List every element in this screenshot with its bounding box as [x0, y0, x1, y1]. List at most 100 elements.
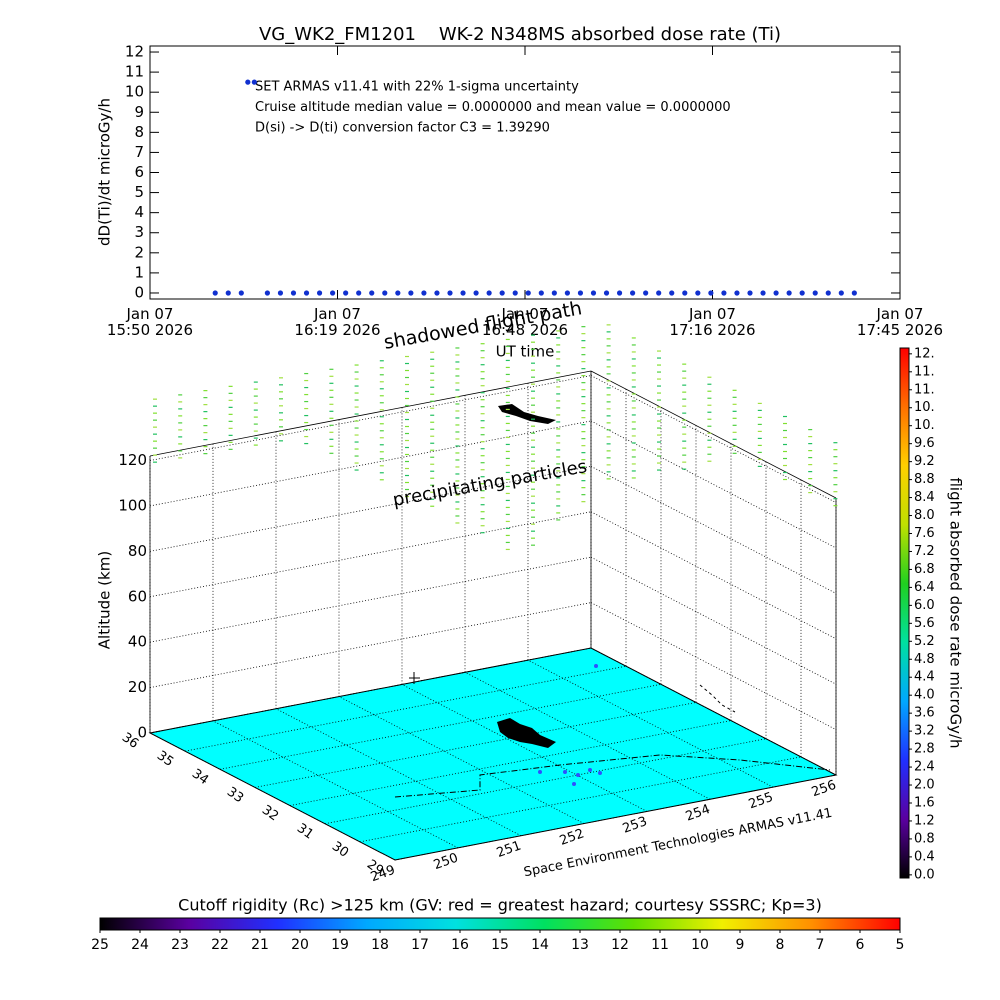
wall-grid-line [590, 375, 837, 503]
colorbar-tick-label: 9 [736, 937, 745, 953]
colorbar-tick-label: 5 [896, 937, 905, 953]
wall-grid-line [590, 511, 837, 640]
colorbar-tick-label: 11. [914, 382, 935, 397]
z-tick-label: 0 [137, 724, 147, 742]
data-point [577, 290, 584, 296]
y-tick-label: 5 [134, 183, 144, 201]
map-line [394, 754, 831, 798]
colorbar-tick-label: 18 [371, 937, 389, 953]
y-tick-label: 7 [134, 143, 144, 161]
flight-track [497, 718, 556, 748]
data-point [343, 290, 349, 296]
y-tick-label: 9 [134, 103, 144, 121]
colorbar-tick-label: 2.8 [914, 742, 935, 757]
colorbar-tick-label: 7.6 [914, 526, 935, 541]
data-point [825, 290, 831, 296]
data-point [734, 290, 740, 296]
annotation: D(si) -> D(ti) conversion factor C3 = 1.… [255, 121, 550, 136]
annotation: SET ARMAS v11.41 with 22% 1-sigma uncert… [255, 80, 579, 95]
y-axis-label: dD(Ti)/dt microGy/h [96, 98, 114, 246]
z-tick-label: 80 [128, 542, 147, 560]
x-tick-label-line: 15:50 2026 [107, 321, 193, 339]
data-point [812, 290, 818, 296]
colorbar-tick-label: 3.2 [914, 724, 935, 739]
colorbar-tick-label: 8.0 [914, 508, 935, 523]
colorbar-tick-label: 14 [531, 937, 549, 953]
data-point [656, 290, 662, 296]
x-tick-label: Jan 07 16:19 2026 [294, 305, 380, 339]
y-tick-label: 6 [134, 163, 144, 181]
y-tick-label: 4 [134, 203, 144, 221]
data-point [290, 290, 297, 296]
colorbar-tick-label: 11. [914, 364, 935, 379]
colorbar-title: Cutoff rigidity (Rc) >125 km (GV: red = … [178, 896, 822, 915]
colorbar-tick-label: 6.0 [914, 598, 935, 613]
data-point [245, 79, 251, 85]
data-point [499, 290, 505, 296]
data-point [225, 290, 231, 296]
y-tick-label: 10 [125, 83, 144, 101]
x-tick-label-line: 17:16 2026 [669, 321, 755, 339]
data-point [799, 290, 805, 296]
data-point [760, 290, 766, 296]
particle-mark [576, 773, 580, 777]
data-point [395, 290, 401, 296]
y-tick-label: 8 [134, 123, 144, 141]
data-point [460, 290, 466, 296]
colorbar-tick-label: 4.0 [914, 688, 935, 703]
x-tick-label-line: 16:19 2026 [294, 321, 380, 339]
colorbar-tick-label: 13 [571, 937, 589, 953]
colorbar-tick-label: 7.2 [914, 544, 935, 559]
data-point [212, 290, 218, 296]
data-point [838, 290, 844, 296]
floor-grid-line [527, 659, 774, 788]
y-tick-label: 11 [125, 63, 144, 81]
data-point [356, 290, 362, 296]
colorbar-tick-label: 1.6 [914, 795, 935, 810]
x-tick-label-line: 16:48 2026 [482, 321, 568, 339]
colorbar-tick-label: 19 [331, 937, 349, 953]
particle-mark [598, 771, 602, 775]
data-point [525, 290, 531, 296]
colorbar-tick-label: 12 [611, 937, 629, 953]
data-point [564, 290, 570, 296]
data-point [603, 290, 610, 296]
z-tick-label: 60 [128, 587, 147, 605]
colorbar-tick-label: 4.8 [914, 652, 935, 667]
y-tick-label: 12 [125, 43, 144, 61]
colorbar [899, 347, 910, 879]
x-tick-label-line: Jan 07 [501, 305, 549, 323]
data-point [251, 79, 257, 85]
floor-grid-line [275, 708, 522, 837]
colorbar-tick-label: 5.2 [914, 634, 935, 649]
data-point [747, 290, 753, 296]
floor-grid-line [149, 732, 396, 861]
data-point [682, 290, 688, 296]
data-point [630, 290, 636, 296]
colorbar-tick-label: 5.6 [914, 616, 935, 631]
colorbar-tick-label: 7 [816, 937, 825, 953]
colorbar-tick-label: 2.0 [914, 778, 935, 793]
floor-grid-line [338, 696, 585, 824]
z-axis-label: Altitude (km) [96, 551, 114, 649]
colorbar-tick-label: 4.4 [914, 670, 935, 685]
particle-mark [572, 782, 576, 786]
floor-grid-line [464, 671, 711, 800]
data-point [382, 290, 388, 296]
x-tick-label-line: Jan 07 [688, 305, 736, 323]
x-tick-label-line: Jan 07 [876, 305, 924, 323]
colorbar-tick-label: 0.8 [914, 831, 935, 846]
particle-mark [538, 770, 542, 774]
colorbar-tick-label: 21 [251, 937, 269, 953]
colorbar-tick-label: 8.4 [914, 490, 935, 505]
data-point [669, 290, 675, 296]
data-point [303, 290, 310, 296]
data-point [238, 290, 244, 296]
data-point [721, 290, 727, 296]
data-point [473, 290, 479, 296]
particle-mark [594, 664, 598, 668]
data-point [695, 290, 701, 296]
colorbar-tick-label: 0.0 [914, 867, 935, 882]
